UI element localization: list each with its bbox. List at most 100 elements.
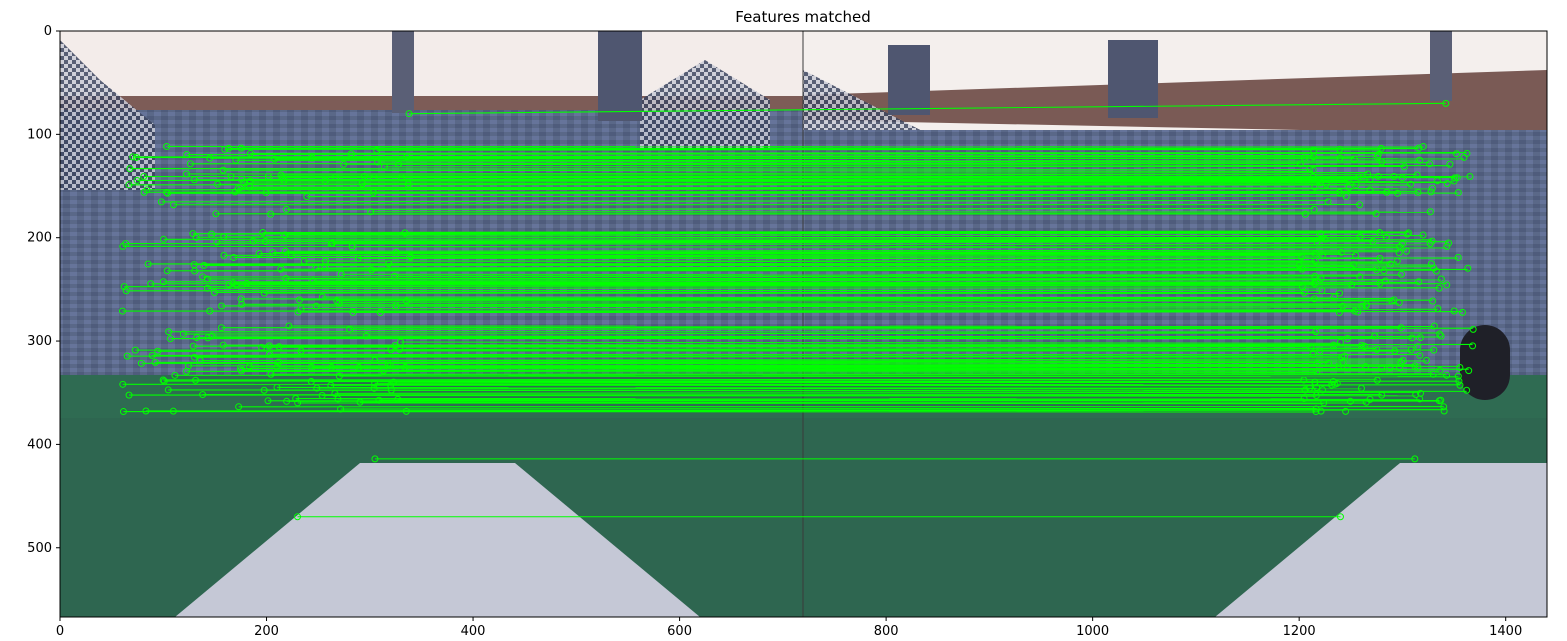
keypoint-marker: [1454, 372, 1462, 380]
keypoint-marker: [259, 229, 267, 237]
keypoint-marker: [1351, 307, 1359, 315]
keypoint-marker: [137, 359, 145, 367]
match-line: [166, 145, 1424, 148]
y-tick-label: 100: [27, 127, 52, 142]
keypoint-marker: [203, 275, 211, 283]
keypoint-marker: [376, 309, 384, 317]
match-line: [284, 234, 1424, 237]
keypoint-marker: [1469, 325, 1477, 333]
keypoint-marker: [166, 335, 174, 343]
keypoint-marker: [123, 352, 131, 360]
keypoint-marker: [203, 284, 211, 292]
gable-left: [60, 40, 155, 190]
keypoint-marker: [1311, 249, 1319, 257]
keypoint-marker: [312, 302, 320, 310]
keypoint-marker: [275, 358, 283, 366]
match-line: [192, 232, 1321, 235]
keypoint-marker: [337, 270, 345, 278]
keypoint-marker: [230, 253, 238, 261]
gable-right: [640, 60, 770, 150]
keypoint-marker: [1465, 367, 1473, 375]
keypoint-marker: [260, 386, 268, 394]
keypoint-marker: [1415, 144, 1423, 152]
keypoint-marker: [340, 160, 348, 168]
keypoint-marker: [303, 193, 311, 201]
match-line: [190, 162, 1430, 165]
keypoint-marker: [267, 210, 275, 218]
keypoint-marker: [1320, 399, 1328, 407]
match-line: [163, 281, 1419, 283]
match-line: [301, 308, 1438, 310]
keypoint-marker: [200, 261, 208, 269]
keypoint-marker: [1311, 257, 1319, 265]
keypoint-marker: [212, 210, 220, 218]
chimney-2: [598, 31, 642, 121]
match-line: [129, 393, 1382, 396]
keypoint-marker: [308, 154, 316, 162]
chimney-1: [392, 31, 414, 113]
keypoint-marker: [140, 173, 148, 181]
keypoint-marker: [1419, 231, 1427, 239]
keypoint-marker: [1433, 177, 1441, 185]
keypoint-marker: [1454, 189, 1462, 197]
building-wall-left: [60, 110, 803, 390]
match-line: [129, 168, 1310, 170]
keypoint-marker: [1374, 151, 1382, 159]
keypoint-marker: [1463, 386, 1471, 394]
keypoint-marker: [318, 293, 326, 301]
match-line: [126, 289, 1322, 292]
keypoint-marker: [1453, 150, 1461, 158]
right-image: [803, 31, 1547, 617]
keypoint-marker: [119, 380, 127, 388]
keypoint-marker: [1362, 398, 1370, 406]
keypoint-marker: [294, 513, 302, 521]
keypoint-marker: [296, 296, 304, 304]
keypoint-marker: [1372, 210, 1380, 218]
keypoint-marker: [271, 155, 279, 163]
keypoint-marker: [405, 110, 413, 118]
keypoint-marker: [321, 257, 329, 265]
keypoint-marker: [1310, 153, 1318, 161]
figure-title: Features matched: [735, 8, 870, 26]
keypoint-marker: [213, 238, 221, 246]
match-line: [125, 243, 1431, 246]
keypoint-marker: [1426, 208, 1434, 216]
keypoint-marker: [1312, 328, 1320, 336]
match-line: [410, 254, 1302, 258]
keypoint-marker: [1456, 364, 1464, 372]
keypoint-marker: [255, 249, 263, 257]
match-line: [166, 190, 1418, 193]
match-line: [241, 303, 1367, 306]
keypoint-marker: [1300, 395, 1308, 403]
gable-right-image: [803, 70, 940, 140]
keypoint-marker: [1440, 407, 1448, 415]
keypoint-marker: [186, 160, 194, 168]
keypoint-marker: [1443, 281, 1451, 289]
keypoint-marker: [1313, 359, 1321, 367]
match-line: [408, 183, 1411, 186]
keypoint-marker: [275, 343, 283, 351]
y-tick-label: 300: [27, 334, 52, 349]
chimney-5: [1430, 31, 1452, 101]
x-tick-label: 1200: [1283, 624, 1316, 639]
keypoint-marker: [1319, 386, 1327, 394]
keypoint-marker: [129, 153, 137, 161]
match-line: [186, 172, 1368, 175]
keypoint-marker: [190, 261, 198, 269]
keypoint-marker: [1403, 230, 1411, 238]
keypoint-marker: [208, 332, 216, 340]
keypoint-marker: [1451, 174, 1459, 182]
keypoint-marker: [170, 201, 178, 209]
keypoint-marker: [308, 363, 316, 371]
match-line: [278, 360, 1344, 363]
match-line: [299, 297, 1395, 301]
match-line: [241, 297, 1315, 300]
match-line: [388, 361, 1329, 364]
feature-matches: [118, 99, 1477, 521]
keypoint-marker: [1336, 289, 1344, 297]
keypoint-marker: [396, 345, 404, 353]
keypoint-marker: [1455, 377, 1463, 385]
match-line: [360, 401, 1367, 404]
match-line: [378, 399, 1441, 402]
